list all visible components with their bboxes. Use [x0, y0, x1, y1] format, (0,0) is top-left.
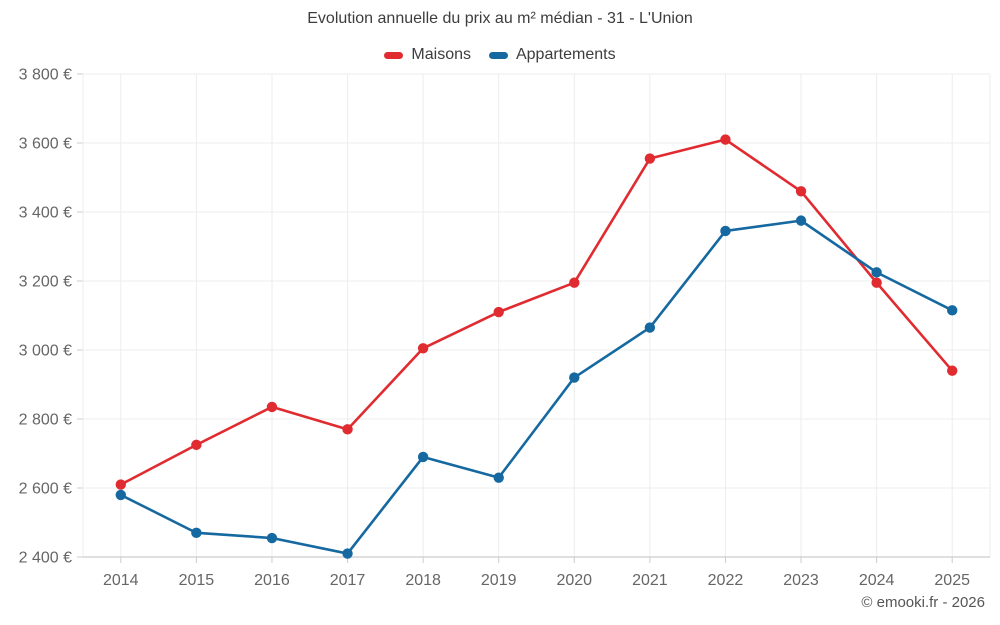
data-point-appartements-2024[interactable]	[871, 267, 882, 278]
footer-credit: © emooki.fr - 2026	[861, 594, 985, 611]
chart-legend: Maisons Appartements	[0, 46, 1000, 64]
data-point-maisons-2017[interactable]	[342, 424, 353, 435]
y-tick-label: 3 000 €	[19, 343, 72, 360]
x-tick-label: 2019	[481, 572, 517, 589]
y-tick-label: 3 200 €	[19, 274, 72, 291]
data-point-appartements-2025[interactable]	[947, 305, 958, 316]
y-tick-label: 3 600 €	[19, 136, 72, 153]
data-point-maisons-2015[interactable]	[191, 439, 202, 451]
data-point-maisons-2020[interactable]	[569, 277, 580, 288]
data-point-maisons-2023[interactable]	[795, 186, 807, 197]
legend-swatch-appartements-icon	[488, 51, 508, 59]
data-point-maisons-2025[interactable]	[947, 365, 958, 376]
data-point-maisons-2014[interactable]	[115, 479, 126, 490]
data-point-maisons-2024[interactable]	[871, 277, 882, 288]
data-point-maisons-2018[interactable]	[417, 343, 429, 354]
x-tick-label: 2015	[179, 572, 215, 589]
data-point-appartements-2020[interactable]	[569, 372, 580, 383]
data-point-maisons-2022[interactable]	[720, 134, 731, 145]
y-tick-label: 2 400 €	[19, 550, 72, 567]
data-point-appartements-2021[interactable]	[644, 322, 656, 333]
chart-title: Evolution annuelle du prix au m² médian …	[307, 10, 693, 27]
x-tick-label: 2022	[708, 572, 744, 589]
legend-label-maisons: Maisons	[411, 46, 471, 63]
x-tick-label: 2025	[934, 572, 970, 589]
x-tick-label: 2016	[254, 572, 290, 589]
data-point-appartements-2015[interactable]	[191, 527, 202, 539]
y-tick-label: 3 800 €	[19, 67, 72, 84]
data-point-appartements-2018[interactable]	[417, 451, 429, 463]
x-tick-label: 2017	[330, 572, 366, 589]
x-tick-label: 2021	[632, 572, 668, 589]
data-point-appartements-2016[interactable]	[266, 532, 278, 544]
legend-swatch-maisons-icon	[384, 51, 404, 59]
legend-item-appartements[interactable]: Appartements	[488, 46, 616, 64]
x-tick-label: 2020	[556, 572, 592, 589]
data-point-appartements-2019[interactable]	[493, 472, 504, 483]
x-tick-label: 2023	[783, 572, 819, 589]
x-tick-label: 2014	[103, 572, 139, 589]
data-point-appartements-2017[interactable]	[342, 548, 353, 559]
y-tick-label: 3 400 €	[19, 205, 72, 222]
data-point-maisons-2019[interactable]	[493, 306, 504, 318]
data-point-appartements-2014[interactable]	[115, 489, 126, 501]
legend-item-maisons[interactable]: Maisons	[384, 46, 471, 64]
y-tick-label: 2 800 €	[19, 412, 72, 429]
y-tick-label: 2 600 €	[19, 481, 72, 498]
data-point-maisons-2021[interactable]	[644, 153, 656, 164]
x-tick-label: 2018	[405, 572, 441, 589]
data-point-appartements-2023[interactable]	[795, 215, 807, 226]
legend-label-appartements: Appartements	[515, 46, 616, 63]
data-point-appartements-2022[interactable]	[720, 225, 731, 237]
x-tick-label: 2024	[859, 572, 895, 589]
series-line-appartements	[119, 219, 954, 555]
data-point-maisons-2016[interactable]	[266, 401, 278, 413]
series-line-maisons	[119, 138, 954, 486]
